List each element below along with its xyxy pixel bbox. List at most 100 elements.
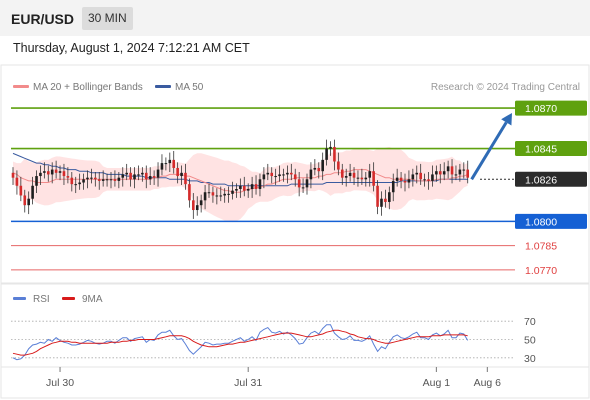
candle-body (66, 176, 70, 178)
candle-body (121, 174, 125, 178)
rsi-tick-70: 70 (524, 316, 536, 328)
time-axis-frame (0, 366, 590, 399)
candle-body (274, 176, 277, 178)
candle-body (446, 166, 450, 172)
time-axis: Jul 30 Jul 31 Aug 1 Aug 6 (46, 367, 501, 389)
candle-body (11, 172, 15, 178)
ma20-legend-label: MA 20 + Bollinger Bands (33, 82, 143, 93)
candle-body (156, 169, 160, 178)
candle-body (266, 172, 270, 175)
9ma-legend-swatch (62, 297, 75, 300)
candle-body (176, 167, 179, 177)
candle-body (152, 176, 156, 178)
candle-body (368, 171, 372, 178)
candle-body (427, 179, 430, 181)
candle-body (58, 171, 62, 173)
price-levels (11, 107, 515, 271)
candle-body (23, 195, 27, 206)
candle-body (364, 177, 368, 180)
level-badge-1.0826 (515, 171, 587, 187)
candle-body (270, 172, 274, 177)
rsi-legend: RSI 9MA (13, 294, 103, 305)
candle-body (74, 184, 78, 186)
rsi-panel: 70 50 30 (11, 316, 536, 365)
x-tick-label: Aug 1 (423, 377, 451, 389)
candle-body (15, 177, 19, 186)
candle-body (337, 161, 340, 170)
x-tick-label: Jul 30 (46, 377, 74, 389)
candle-body (219, 195, 223, 197)
candle-body (215, 195, 219, 197)
candle-body (305, 179, 309, 188)
candle-body (286, 172, 289, 175)
candle-body (250, 184, 254, 189)
candle-body (160, 163, 164, 170)
candle-body (50, 169, 54, 175)
candle-body (333, 146, 336, 162)
candle-body (344, 176, 348, 178)
candle-body (348, 172, 352, 177)
ma20-legend-swatch (13, 85, 29, 88)
candle-body (395, 177, 399, 181)
candlesticks (11, 139, 470, 219)
candle-body (195, 205, 199, 211)
candle-body (290, 172, 293, 175)
candle-body (54, 169, 58, 173)
candle-body (180, 172, 183, 177)
candle-body (125, 172, 128, 175)
rsi-tick-30: 30 (524, 353, 536, 365)
rsi-legend-swatch (13, 297, 26, 300)
timeframe-badge[interactable]: 30 MIN (82, 7, 133, 30)
candle-body (86, 177, 89, 180)
candle-body (129, 172, 132, 180)
candle-body (282, 174, 285, 176)
candle-body (19, 185, 23, 196)
candle-body (384, 198, 387, 202)
level-label-1.0826: 1.0826 (525, 174, 557, 186)
level-labels: 1.0870 1.0845 1.0826 1.0800 1.0785 1.0770 (515, 100, 587, 277)
candle-body (317, 167, 321, 172)
candle-body (137, 174, 140, 176)
candle-body (207, 192, 211, 194)
candle-body (242, 185, 246, 191)
candle-body (388, 192, 391, 202)
level-badge-1.0800 (515, 213, 587, 229)
candle-body (297, 179, 301, 188)
candle-body (466, 169, 470, 178)
candle-body (203, 192, 207, 201)
candle-body (419, 172, 422, 180)
candle-body (360, 177, 364, 180)
candle-body (376, 185, 379, 207)
candle-body (407, 179, 411, 183)
candle-body (380, 198, 383, 207)
candle-body (329, 146, 332, 149)
level-label-1.0845: 1.0845 (525, 144, 557, 156)
candle-body (141, 172, 144, 175)
candle-body (235, 189, 238, 191)
candle-body (227, 193, 230, 195)
projection-arrow (470, 112, 512, 181)
candle-body (352, 172, 356, 178)
candle-body (223, 193, 226, 196)
level-label-1.0785: 1.0785 (525, 241, 557, 253)
candle-body (35, 176, 38, 186)
9ma-legend-label: 9MA (82, 294, 103, 305)
credit-label: Research © 2024 Trading Central (431, 82, 580, 93)
candle-body (442, 171, 446, 175)
candle-body (133, 174, 136, 180)
candle-body (184, 172, 187, 185)
candle-body (192, 200, 195, 211)
candle-body (109, 179, 113, 181)
price-legend: MA 20 + Bollinger Bands MA 50 Research ©… (13, 82, 580, 93)
candle-body (62, 171, 66, 177)
candle-body (391, 180, 395, 193)
rsi-tick-50: 50 (524, 335, 536, 347)
candle-body (411, 174, 415, 180)
timestamp: Thursday, August 1, 2024 7:12:21 AM CET (13, 41, 250, 55)
projection-line (470, 121, 508, 181)
candle-body (94, 177, 97, 180)
candle-body (39, 172, 42, 177)
candle-body (293, 174, 297, 180)
ma50-legend-label: MA 50 (175, 82, 204, 93)
